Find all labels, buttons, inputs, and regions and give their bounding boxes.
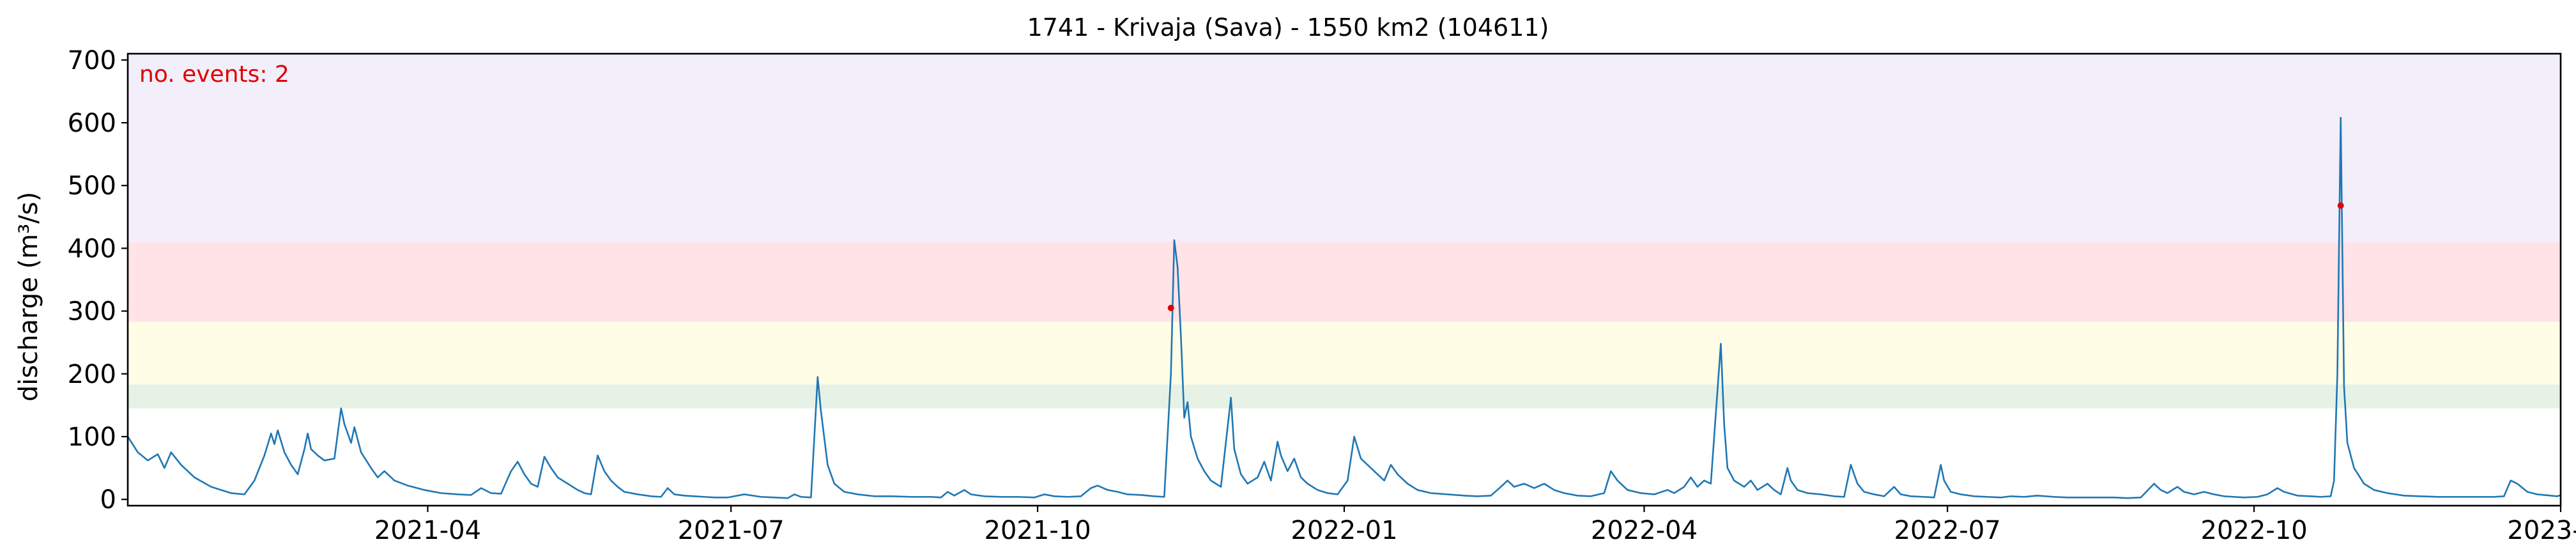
y-tick-label: 200 xyxy=(68,360,116,389)
x-tick-label: 2022-01 xyxy=(1291,516,1397,545)
series-layer xyxy=(128,116,2561,499)
x-tick-label: 2023-01 xyxy=(2507,516,2576,545)
event-markers xyxy=(1167,202,2344,311)
x-axis: 2021-04 2021-07 2021-10 2022-01 2022-04 2022-… xyxy=(374,506,2576,545)
y-tick-label: 500 xyxy=(68,171,116,201)
y-tick-label: 600 xyxy=(68,109,116,138)
threshold-band-4 xyxy=(128,54,2561,242)
x-tick-label: 2021-07 xyxy=(678,516,785,545)
discharge-series-line xyxy=(128,116,2561,499)
y-tick-label: 700 xyxy=(68,46,116,75)
x-tick-label: 2022-07 xyxy=(1894,516,2001,545)
event-marker-2 xyxy=(2337,202,2344,209)
y-tick-label: 100 xyxy=(68,423,116,452)
x-tick-label: 2021-10 xyxy=(985,516,1091,545)
x-tick-label: 2021-04 xyxy=(374,516,481,545)
threshold-bands xyxy=(128,54,2561,408)
y-axis: 0 100 200 300 400 500 600 700 xyxy=(68,46,128,515)
x-tick-label: 2022-10 xyxy=(2201,516,2308,545)
threshold-band-2 xyxy=(128,322,2561,385)
chart-title: 1741 - Krivaja (Sava) - 1550 km2 (104611… xyxy=(1027,13,1549,42)
y-tick-label: 300 xyxy=(68,297,116,327)
threshold-band-3 xyxy=(128,242,2561,322)
y-tick-label: 400 xyxy=(68,234,116,263)
y-axis-label: discharge (m³/s) xyxy=(14,192,43,401)
event-marker-1 xyxy=(1167,304,1174,311)
y-tick-label: 0 xyxy=(100,485,116,515)
events-count-annotation: no. events: 2 xyxy=(139,61,289,88)
threshold-band-1 xyxy=(128,384,2561,408)
x-tick-label: 2022-04 xyxy=(1591,516,1698,545)
